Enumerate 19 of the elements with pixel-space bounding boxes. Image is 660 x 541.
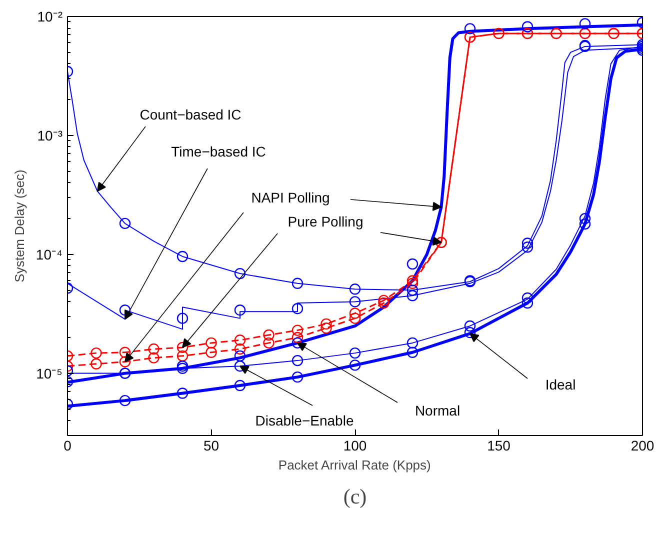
x-tick-label: 150	[487, 438, 511, 454]
x-tick-label: 0	[64, 438, 72, 454]
annotation: Normal	[414, 402, 460, 418]
x-tick-label: 100	[343, 438, 367, 454]
y-tick-label: 10⁻⁴	[36, 246, 63, 262]
annotation: Pure Polling	[288, 214, 364, 230]
annotation: Ideal	[545, 376, 576, 392]
annotation: Count−based IC	[140, 106, 242, 122]
annotation: Disable−Enable	[255, 412, 354, 428]
x-tick-label: 200	[630, 438, 654, 454]
x-tick-label: 50	[203, 438, 220, 454]
y-tick-label: 10⁻⁵	[36, 365, 63, 382]
annotation: NAPI Polling	[251, 190, 330, 206]
y-axis-title: System Delay (sec)	[12, 170, 27, 282]
y-tick-label: 10⁻³	[37, 127, 63, 144]
y-tick-label: 10⁻²	[37, 8, 63, 24]
x-axis-title: Packet Arrival Rate (Kpps)	[278, 458, 431, 472]
annotation: Time−based IC	[171, 144, 266, 160]
text: (c)	[343, 484, 367, 508]
